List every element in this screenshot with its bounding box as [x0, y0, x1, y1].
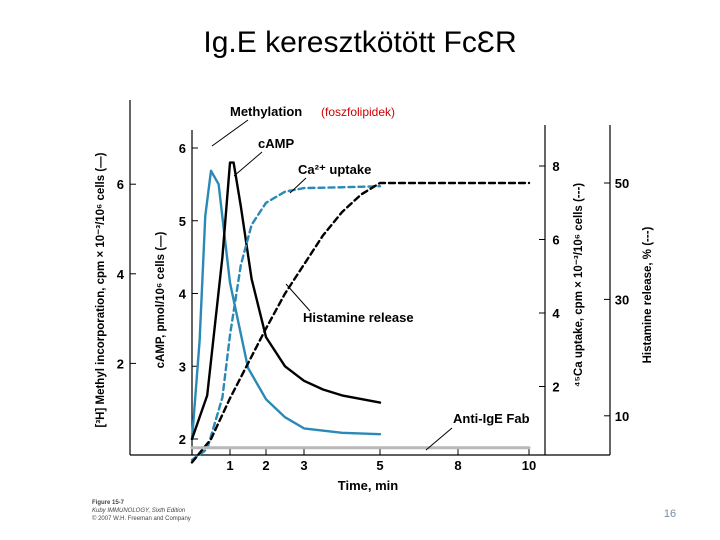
inner-left-tick-label: 5	[179, 214, 186, 229]
pointer-camp	[233, 151, 263, 177]
outer-left-axis-label: [³H] Methyl incorporation, cpm × 10⁻³/10…	[95, 152, 107, 427]
series-line-ca-uptake	[190, 184, 382, 462]
x-tick-label: 10	[522, 458, 536, 473]
pointer-histamine-release	[285, 283, 311, 312]
inner-right-axis-label: ⁴⁵Ca uptake, cpm × 10⁻³/10⁶ cells (---)	[573, 183, 585, 387]
series-line-methylation	[190, 169, 382, 441]
slide-title: Ig.E keresztkötött FcƐR	[203, 26, 517, 59]
credit-publisher: © 2007 W.H. Freeman and Company	[92, 516, 191, 522]
inner-right-tick-label: 2	[552, 380, 559, 395]
annotation-ca-uptake: Ca²⁺ uptake	[298, 162, 371, 177]
pointer-anti-ige-fab	[425, 427, 453, 451]
credit-figure: Figure 15-7	[92, 500, 125, 506]
outer-right-tick-label: 30	[615, 292, 629, 307]
page-number: 16	[663, 508, 677, 520]
inner-left-axis-label: cAMP, pmol/10⁶ cells (—)	[155, 231, 167, 368]
figure-credit: Figure 15-7 Kuby IMMUNOLOGY, Sixth Editi…	[92, 499, 191, 523]
outer-right-tick-label: 50	[615, 176, 629, 191]
inner-right-tick-label: 6	[552, 233, 559, 248]
pointer-methylation	[211, 119, 249, 147]
inner-left-tick-label: 2	[179, 432, 186, 447]
outer-right-axis-label: Histamine release, % (---)	[642, 226, 654, 363]
outer-left-tick-label: 4	[117, 267, 125, 282]
credit-book: Kuby IMMUNOLOGY, Sixth Edition	[92, 508, 186, 514]
x-tick-label: 2	[262, 458, 269, 473]
inner-left-tick-label: 3	[179, 359, 186, 374]
outer-left-tick-label: 2	[117, 356, 124, 371]
annotation-foszfolipidek: (foszfolipidek)	[321, 105, 395, 119]
x-tick-label: 5	[376, 458, 383, 473]
outer-right-tick-label: 10	[615, 409, 629, 424]
annotation-methylation: Methylation	[230, 104, 302, 119]
x-tick-label: 1	[226, 458, 233, 473]
x-tick-label: 3	[300, 458, 307, 473]
series-line-camp	[190, 161, 382, 441]
pointer-ca-uptake	[289, 177, 307, 194]
outer-left-tick-label: 6	[117, 177, 124, 192]
annotation-histamine-release: Histamine release	[303, 310, 414, 325]
inner-right-tick-label: 8	[552, 159, 559, 174]
x-tick-label: 8	[454, 458, 461, 473]
series-line-histamine-release	[190, 181, 531, 464]
inner-left-tick-label: 6	[179, 141, 186, 156]
inner-right-tick-label: 4	[552, 306, 560, 321]
inner-left-tick-label: 4	[179, 287, 187, 302]
annotation-camp: cAMP	[258, 136, 294, 151]
x-axis-label: Time, min	[338, 478, 399, 493]
annotation-anti-ige-fab: Anti-IgE Fab	[453, 411, 530, 426]
